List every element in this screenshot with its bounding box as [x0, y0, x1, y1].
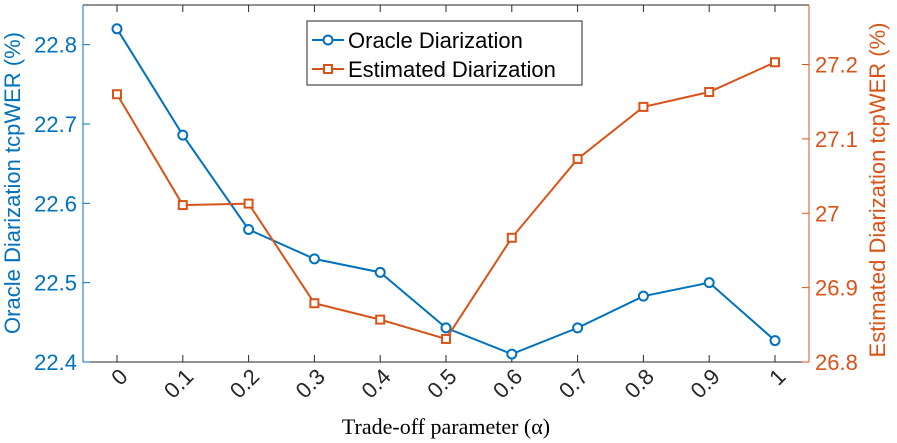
- legend-entry-oracle: Oracle Diarization: [312, 28, 523, 53]
- legend-oracle-marker: [322, 34, 334, 46]
- x-tick-label: 0.9: [685, 364, 724, 403]
- legend-estimated-label: Estimated Diarization: [348, 57, 556, 82]
- data-point: [704, 87, 715, 98]
- data-point: [243, 224, 255, 236]
- data-point: [374, 266, 386, 278]
- right-y-tick-label: 27: [815, 201, 839, 226]
- legend-oracle-label: Oracle Diarization: [348, 28, 523, 53]
- data-point: [637, 290, 649, 302]
- x-tick-label: 0.2: [225, 364, 264, 403]
- x-tick-label: 1: [764, 364, 790, 390]
- series-layer: [111, 23, 781, 360]
- series-estimated: [112, 57, 780, 344]
- x-tick-label: 0.1: [159, 364, 198, 403]
- data-point: [769, 335, 781, 347]
- data-point: [243, 198, 254, 209]
- left-y-axis-ticks: 22.4 22.5 22.6 22.7 22.8: [34, 33, 90, 375]
- left-y-tick-label: 22.4: [34, 350, 77, 375]
- left-y-tick-label: 22.6: [34, 191, 77, 216]
- data-point: [177, 129, 189, 141]
- data-point: [308, 253, 320, 265]
- data-point: [572, 153, 583, 164]
- right-y-tick-label: 27.1: [815, 127, 858, 152]
- series-line: [116, 61, 776, 341]
- data-point: [177, 200, 188, 211]
- data-point: [375, 314, 386, 325]
- right-y-tick-label: 26.9: [815, 276, 858, 301]
- data-point: [506, 348, 518, 360]
- data-point: [112, 89, 122, 100]
- x-tick-label: 0.8: [620, 364, 659, 403]
- data-point: [770, 57, 780, 68]
- left-y-tick-label: 22.7: [34, 112, 77, 137]
- data-point: [506, 232, 517, 243]
- x-tick-label: 0.4: [356, 364, 395, 403]
- legend-entry-estimated: Estimated Diarization: [312, 57, 556, 82]
- data-point: [703, 277, 715, 289]
- right-y-axis-ticks: 26.8 26.9 27 27.1 27.2: [802, 53, 858, 375]
- legend: Oracle Diarization Estimated Diarization: [306, 20, 583, 86]
- x-tick-label: 0: [106, 364, 132, 390]
- right-y-axis-label: Estimated Diarization tcpWER (%): [865, 23, 890, 358]
- left-y-axis-label: Oracle Diarization tcpWER (%): [0, 32, 25, 334]
- right-y-tick-label: 26.8: [815, 350, 858, 375]
- x-axis-label: Trade-off parameter (α): [342, 414, 550, 439]
- series-oracle: [111, 23, 781, 360]
- right-y-tick-label: 27.2: [815, 53, 858, 78]
- data-point: [441, 333, 451, 344]
- data-point: [638, 101, 649, 112]
- x-tick-label: 0.5: [422, 364, 461, 403]
- data-point: [309, 298, 320, 309]
- x-tick-label: 0.7: [554, 364, 593, 403]
- data-point: [572, 322, 584, 334]
- x-tick-label: 0.3: [291, 364, 330, 403]
- data-point: [111, 23, 123, 35]
- left-y-tick-label: 22.8: [34, 33, 77, 58]
- left-y-tick-label: 22.5: [34, 271, 77, 296]
- data-point: [440, 322, 452, 334]
- x-tick-label: 0.6: [488, 364, 527, 403]
- legend-estimated-marker: [323, 64, 333, 74]
- legend-box: [306, 20, 583, 86]
